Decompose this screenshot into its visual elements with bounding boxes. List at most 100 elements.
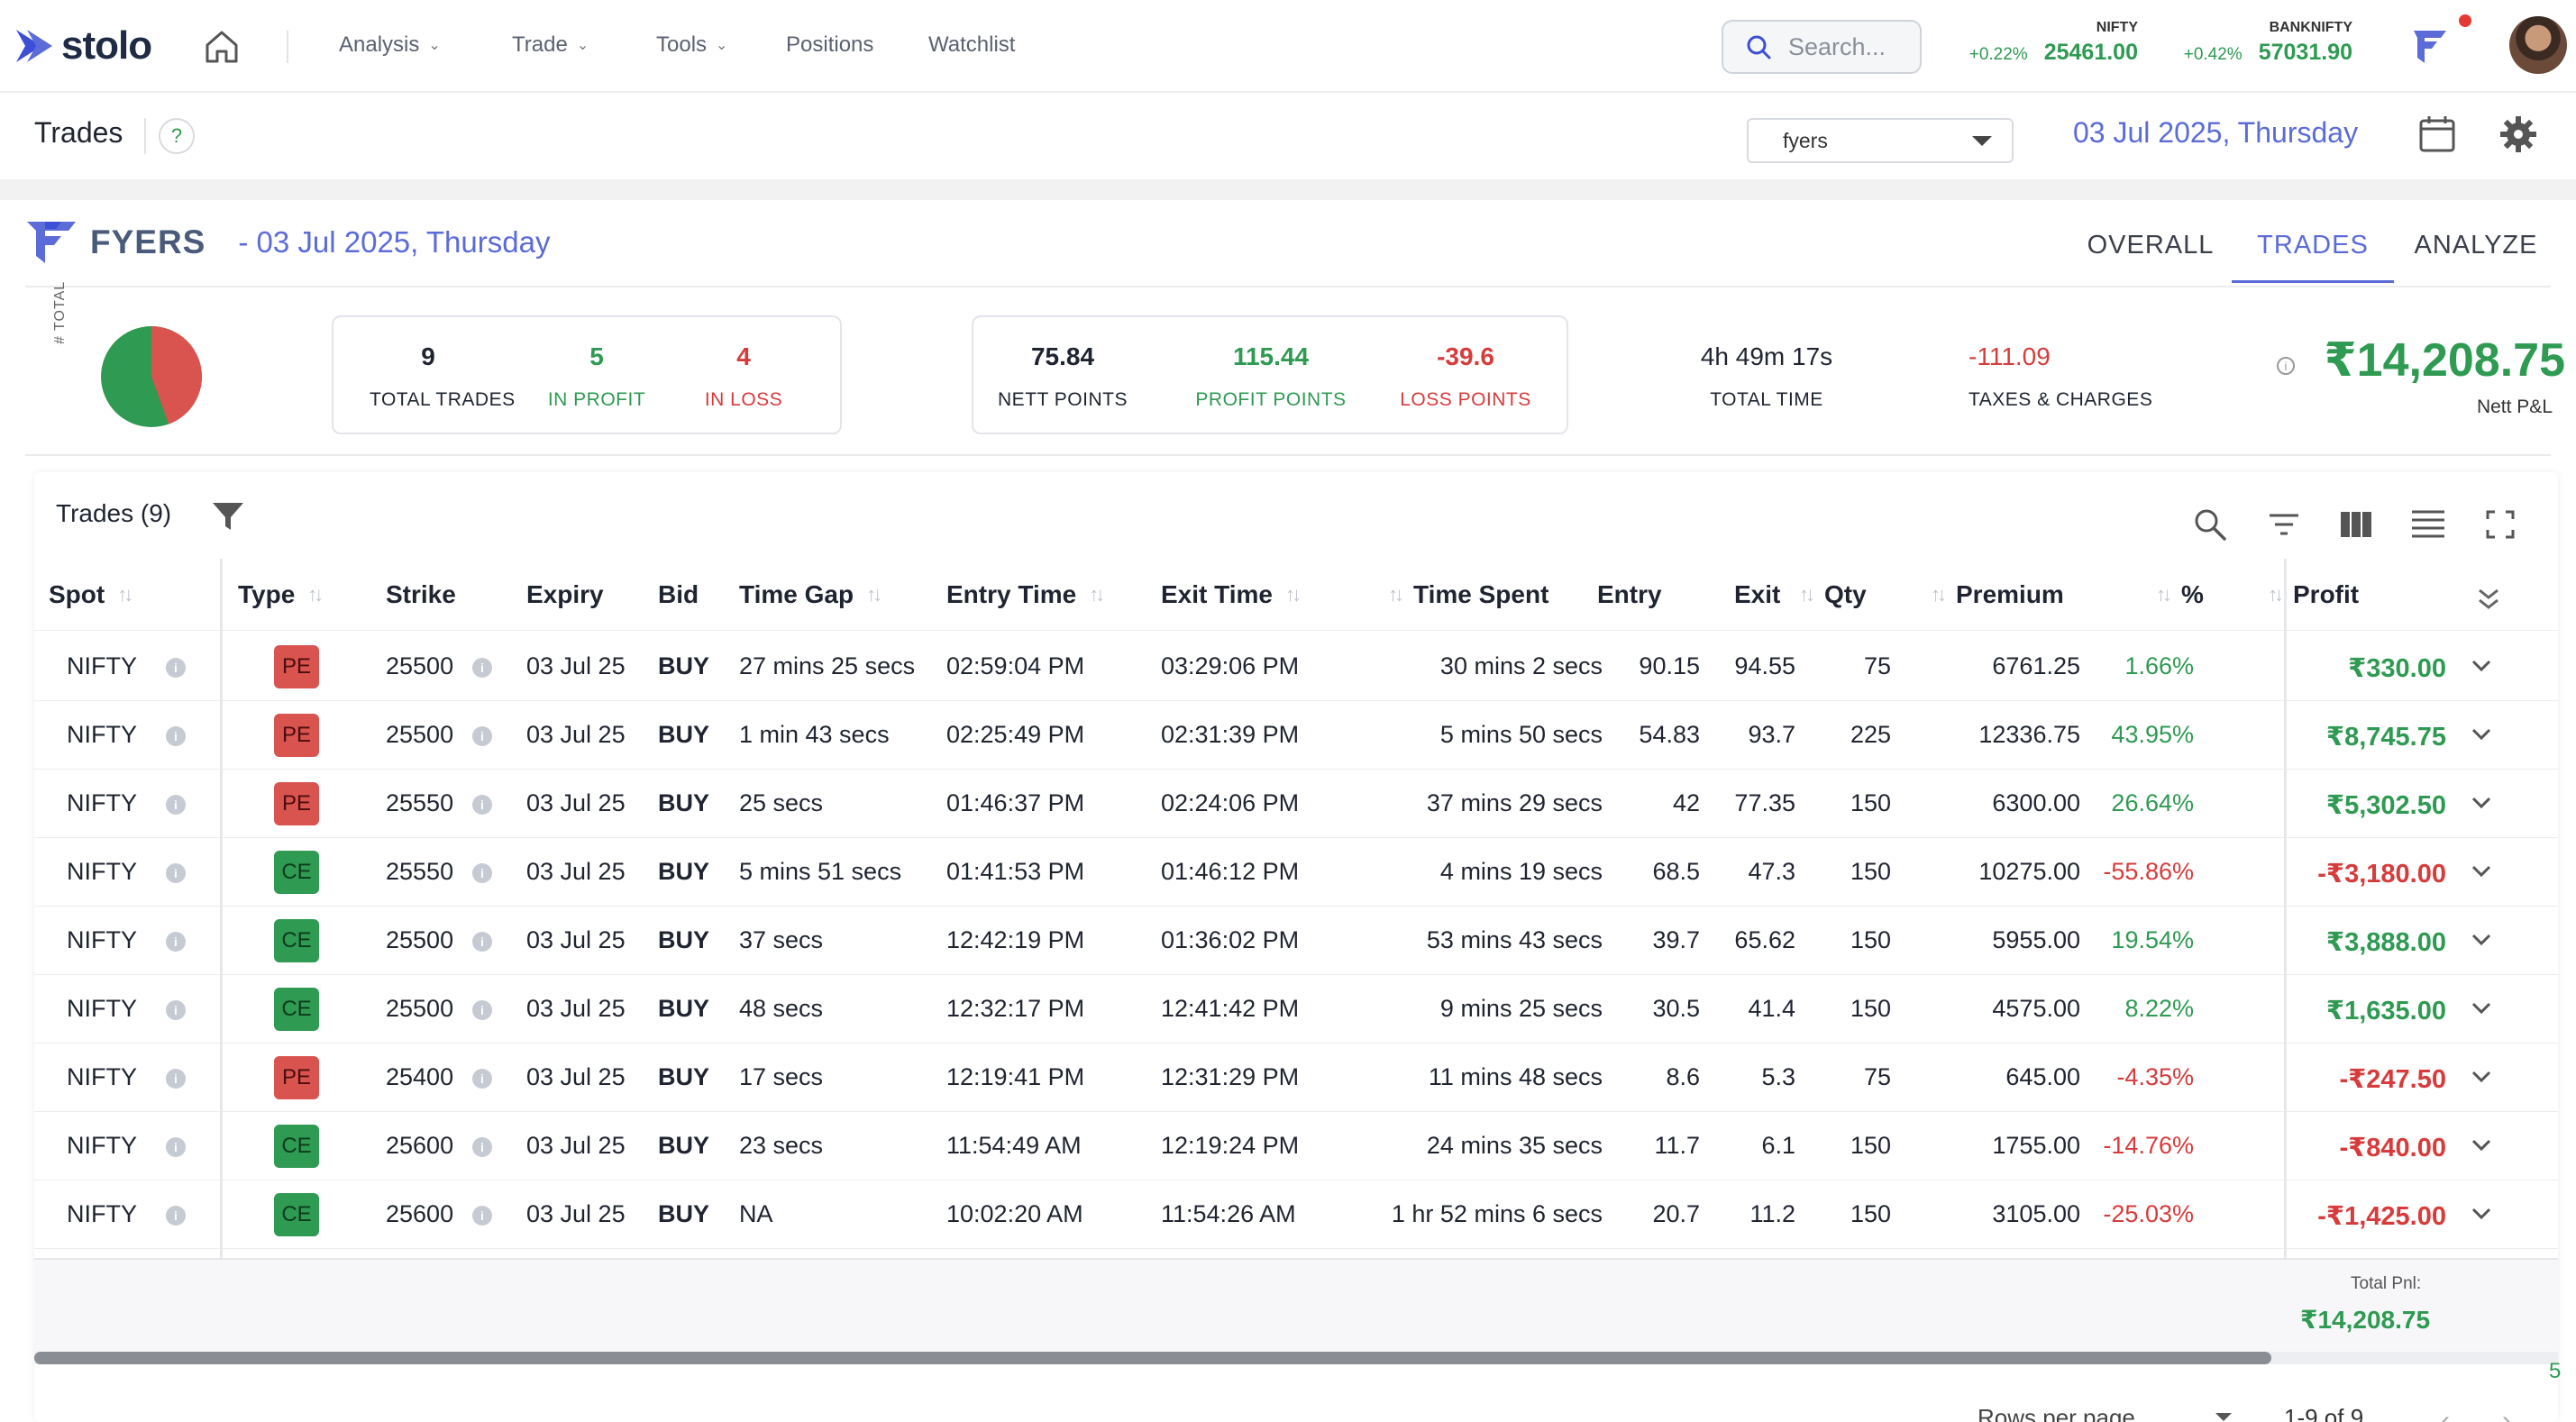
col-qty[interactable]: ↑↓ Qty <box>1799 580 1867 609</box>
info-icon[interactable]: i <box>166 1000 186 1020</box>
sort-icon[interactable]: ↑↓ <box>2268 583 2284 606</box>
col-entry-time[interactable]: Entry Time ↑↓ <box>946 580 1105 609</box>
info-icon[interactable]: i <box>472 795 492 815</box>
info-icon[interactable]: i <box>472 726 492 746</box>
info-icon[interactable]: i <box>166 795 186 815</box>
table-row[interactable]: NIFTY i PE 25500 i 03 Jul 25 BUY 27 mins 25 sec… <box>34 633 2558 701</box>
info-icon[interactable]: i <box>472 1137 492 1157</box>
sort-icon[interactable]: ↑↓ <box>117 583 133 606</box>
chevron-right-icon[interactable]: › <box>2502 1406 2511 1422</box>
sort-icon[interactable]: ↑↓ <box>1089 583 1105 606</box>
info-icon[interactable]: i <box>472 863 492 883</box>
cell-profit: -₹1,425.00 <box>2317 1202 2446 1231</box>
date-picker-label[interactable]: 03 Jul 2025, Thursday <box>2073 116 2359 149</box>
nav-tools[interactable]: Tools ⌄ <box>656 32 727 58</box>
help-icon[interactable]: ? <box>159 118 195 154</box>
filter-icon[interactable] <box>211 499 245 533</box>
density-icon[interactable] <box>2410 506 2446 542</box>
ticker-banknifty[interactable]: BANKNIFTY +0.42% 57031.90 <box>2176 20 2352 66</box>
col-exit[interactable]: Exit <box>1734 580 1780 609</box>
sort-icon[interactable]: ↑↓ <box>2156 583 2172 606</box>
info-icon[interactable]: i <box>472 1000 492 1020</box>
info-icon[interactable]: i <box>166 658 186 678</box>
calendar-icon[interactable] <box>2416 113 2459 156</box>
table-row[interactable]: NIFTY i CE 25550 i 03 Jul 25 BUY 5 mins 51 secs… <box>34 838 2558 907</box>
nav-watchlist[interactable]: Watchlist <box>928 32 1015 58</box>
col-type-label: Type <box>238 580 296 608</box>
col-profit[interactable]: ↑↓ Profit <box>2268 580 2359 609</box>
column-separator <box>220 559 223 1334</box>
nav-tools-label: Tools <box>656 32 708 57</box>
info-icon[interactable]: i <box>166 726 186 746</box>
col-exit-time[interactable]: Exit Time ↑↓ <box>1161 580 1302 609</box>
table-row[interactable]: NIFTY i PE 25550 i 03 Jul 25 BUY 25 secs 01:46:3… <box>34 770 2558 838</box>
fullscreen-icon[interactable] <box>2482 506 2518 542</box>
col-spot[interactable]: Spot ↑↓ <box>49 580 133 609</box>
col-expiry[interactable]: Expiry <box>526 580 604 609</box>
ticker-change: +0.22% <box>1969 45 2028 64</box>
table-row[interactable]: NIFTY i CE 25600 i 03 Jul 25 BUY 23 secs 11:54:4… <box>34 1112 2558 1180</box>
col-premium[interactable]: ↑↓ Premium <box>1931 580 2064 609</box>
expand-all-icon[interactable] <box>2475 586 2502 613</box>
info-icon[interactable]: i <box>166 932 186 952</box>
table-row[interactable]: NIFTY i CE 25500 i 03 Jul 25 BUY 37 secs 12:42:1… <box>34 907 2558 975</box>
ticker-nifty[interactable]: NIFTY +0.22% 25461.00 <box>1961 20 2138 66</box>
chevron-down-icon[interactable] <box>2468 721 2495 748</box>
stolo-logo[interactable]: stolo <box>14 23 152 68</box>
sort-icon[interactable]: ↑↓ <box>1799 583 1815 606</box>
trade-count-box: 9 TOTAL TRADES 5 IN PROFIT 4 IN LOSS <box>332 315 842 434</box>
search-icon[interactable] <box>2192 506 2228 542</box>
chevron-down-icon[interactable] <box>2468 1200 2495 1227</box>
tab-trades[interactable]: TRADES <box>2232 213 2394 283</box>
col-time-spent[interactable]: ↑↓ Time Spent <box>1388 580 1548 609</box>
info-icon[interactable]: i <box>166 1137 186 1157</box>
fyers-broker-icon[interactable] <box>2408 25 2452 68</box>
sort-icon[interactable]: ↑↓ <box>1388 583 1404 606</box>
col-bid[interactable]: Bid <box>658 580 699 609</box>
nav-positions[interactable]: Positions <box>786 32 873 58</box>
horizontal-scrollbar-thumb[interactable] <box>34 1352 2271 1364</box>
nav-analysis[interactable]: Analysis ⌄ <box>339 32 441 58</box>
table-row[interactable]: NIFTY i CE 25600 i 03 Jul 25 BUY NA 10:02:20 AM 1… <box>34 1180 2558 1249</box>
chevron-left-icon[interactable]: ‹ <box>2441 1406 2450 1422</box>
rows-per-page-select[interactable] <box>2215 1413 2232 1421</box>
info-icon[interactable]: i <box>472 932 492 952</box>
chevron-down-icon[interactable] <box>2468 926 2495 953</box>
home-icon[interactable] <box>202 27 242 67</box>
broker-select[interactable]: fyers <box>1747 118 2014 163</box>
col-strike[interactable]: Strike <box>386 580 456 609</box>
table-row[interactable]: NIFTY i CE 25500 i 03 Jul 25 BUY 48 secs 12:32:1… <box>34 975 2558 1044</box>
avatar[interactable] <box>2509 16 2567 74</box>
info-icon[interactable]: i <box>166 1069 186 1089</box>
table-row[interactable]: NIFTY i PE 25400 i 03 Jul 25 BUY 17 secs 12:19:4… <box>34 1044 2558 1112</box>
chevron-down-icon[interactable] <box>2468 789 2495 816</box>
col-percent[interactable]: ↑↓% <box>2156 580 2204 609</box>
info-icon[interactable]: i <box>472 658 492 678</box>
info-icon[interactable]: i <box>2277 357 2295 375</box>
chevron-down-icon[interactable] <box>2468 995 2495 1022</box>
tab-analyze[interactable]: ANALYZE <box>2414 231 2538 260</box>
tab-overall[interactable]: OVERALL <box>2087 231 2215 260</box>
search-input[interactable]: Search... <box>1722 20 1922 74</box>
col-entry[interactable]: Entry <box>1597 580 1662 609</box>
info-icon[interactable]: i <box>472 1069 492 1089</box>
chevron-down-icon[interactable] <box>2468 1132 2495 1159</box>
gear-icon[interactable] <box>2498 114 2538 154</box>
info-icon[interactable]: i <box>472 1206 492 1226</box>
nav-trade[interactable]: Trade ⌄ <box>512 32 589 58</box>
taxes-label: TAXES & CHARGES <box>1969 389 2153 410</box>
col-type[interactable]: Type ↑↓ <box>238 580 324 609</box>
sort-icon[interactable]: ↑↓ <box>1931 583 1947 606</box>
sort-icon[interactable]: ↑↓ <box>1284 583 1302 606</box>
info-icon[interactable]: i <box>166 863 186 883</box>
col-time-gap[interactable]: Time Gap ↑↓ <box>739 580 882 609</box>
chevron-down-icon[interactable] <box>2468 652 2495 679</box>
chevron-down-icon[interactable] <box>2468 858 2495 885</box>
filter-list-icon[interactable] <box>2266 506 2302 542</box>
columns-icon[interactable] <box>2338 506 2374 542</box>
sort-icon[interactable]: ↑↓ <box>866 583 882 606</box>
sort-icon[interactable]: ↑↓ <box>307 583 324 606</box>
chevron-down-icon[interactable] <box>2468 1063 2495 1090</box>
table-row[interactable]: NIFTY i PE 25500 i 03 Jul 25 BUY 1 min 43 secs 0… <box>34 701 2558 770</box>
info-icon[interactable]: i <box>166 1206 186 1226</box>
